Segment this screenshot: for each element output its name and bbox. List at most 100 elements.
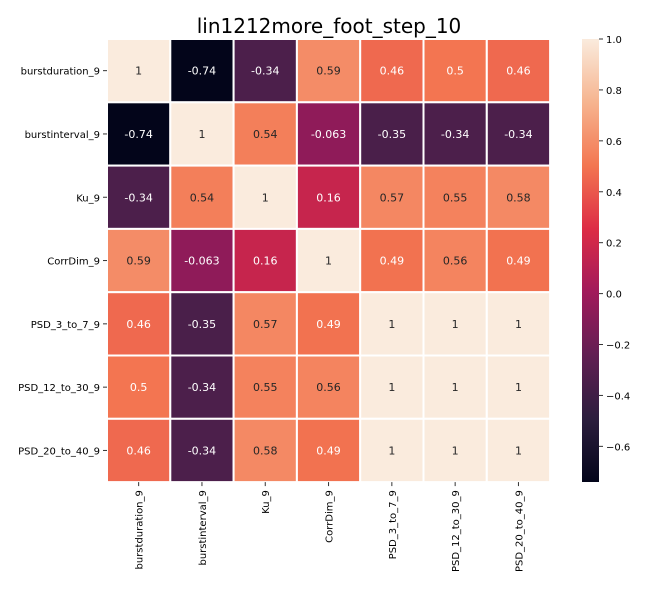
heatmap-cell-r0-c1 (169, 38, 235, 104)
cell-value-label: 0.55 (253, 381, 278, 394)
cell-value-label: 1 (388, 444, 395, 457)
cell-value-label: -0.35 (378, 128, 406, 141)
heatmap-cell-r4-c2 (232, 291, 298, 357)
cell-value-label: 1 (262, 191, 269, 204)
heatmap-cell-r3-c5 (422, 227, 488, 294)
row-labels: burstduration_9 burstinterval_9 Ku_9 CorrDi… (18, 67, 107, 457)
cell-value-label: 0.49 (316, 318, 341, 331)
colorbar-gradient (582, 39, 599, 482)
heatmap-cell-r6-c6 (485, 417, 552, 484)
cell-annotations: 1 -0.74 -0.34 0.59 0.46 0.5 0.46 -0.74 1 0.54 -0.0… (124, 65, 532, 458)
heatmap-cell-r6-c5 (422, 417, 488, 484)
colorbar-tick-label: −0.6 (606, 442, 630, 453)
cell-value-label: -0.34 (188, 381, 216, 394)
cell-value-label: 0.16 (253, 255, 278, 268)
heatmap-cell-r5-c0 (106, 354, 172, 420)
cell-value-label: 0.5 (130, 381, 148, 394)
cell-value-label: 0.57 (253, 318, 278, 331)
cell-value-label: 1 (135, 65, 142, 78)
cell-value-label: -0.74 (188, 65, 216, 78)
column-label: PSD_20_to_40_9 (514, 490, 525, 572)
cell-value-label: 1 (452, 318, 459, 331)
column-label: Ku_9 (261, 490, 272, 514)
cell-value-label: 0.58 (253, 444, 278, 457)
cell-value-label: 1 (452, 444, 459, 457)
cell-value-label: 1 (198, 128, 205, 141)
row-label: burstinterval_9 (25, 130, 100, 141)
colorbar-tick-label: 0.2 (606, 239, 622, 250)
heatmap-cell-r3-c1 (169, 227, 235, 294)
cell-value-label: 0.5 (446, 65, 464, 78)
cell-value-label: -0.063 (311, 128, 346, 141)
cell-value-label: 0.16 (316, 191, 341, 204)
cell-value-label: 1 (388, 381, 395, 394)
cell-value-label: 0.46 (126, 318, 151, 331)
chart-title: lin1212more_foot_step_10 (197, 14, 462, 38)
cell-value-label: 0.57 (380, 191, 405, 204)
colorbar: −0.6 −0.4 −0.2 0.0 0.2 0.4 0.6 0.8 1.0 (582, 35, 630, 482)
cell-value-label: 0.59 (126, 255, 151, 268)
heatmap-cell-r2-c2 (232, 164, 298, 230)
cell-value-label: 0.46 (380, 65, 405, 78)
colorbar-tick-label: 0.0 (606, 290, 622, 301)
colorbar-tick-label: 1.0 (606, 35, 622, 46)
heatmap-cell-r0-c5 (422, 38, 488, 104)
heatmap-cell-r2-c4 (359, 164, 425, 230)
cell-value-label: -0.063 (184, 255, 219, 268)
row-label: PSD_3_to_7_9 (31, 320, 100, 331)
cell-value-label: 0.58 (506, 191, 531, 204)
heatmap-cell-r6-c4 (359, 417, 425, 484)
heatmap-cell-r6-c3 (295, 417, 362, 484)
cell-value-label: 0.54 (190, 191, 215, 204)
cell-value-label: 1 (325, 255, 332, 268)
row-label: Ku_9 (76, 193, 100, 204)
cell-value-label: 1 (388, 318, 395, 331)
colorbar-tick-label: −0.4 (606, 391, 630, 402)
cell-value-label: -0.34 (504, 128, 532, 141)
heatmap-cell-r6-c2 (232, 417, 298, 484)
colorbar-tick-label: 0.8 (606, 86, 622, 97)
colorbar-tick-label: −0.2 (606, 341, 630, 352)
cell-value-label: -0.34 (441, 128, 469, 141)
column-label: burstinterval_9 (198, 490, 209, 565)
heatmap-cell-r1-c4 (359, 101, 425, 167)
column-label: burstduration_9 (135, 490, 146, 569)
cell-value-label: 0.46 (126, 444, 151, 457)
cell-value-label: 0.49 (380, 255, 405, 268)
cell-value-label: -0.35 (188, 318, 216, 331)
cell-value-label: 0.54 (253, 128, 278, 141)
colorbar-tick-label: 0.6 (606, 137, 622, 148)
heatmap-cell-r5-c1 (169, 354, 235, 420)
cell-value-label: -0.34 (188, 444, 216, 457)
cell-value-label: 0.56 (443, 255, 468, 268)
cell-value-label: 0.56 (316, 381, 341, 394)
cell-value-label: 0.49 (316, 444, 341, 457)
heatmap-cell-r5-c6 (485, 354, 552, 420)
heatmap-cell-r2-c6 (485, 164, 552, 230)
column-labels: burstduration_9 burstinterval_9 Ku_9 CorrDi… (135, 482, 525, 572)
cell-value-label: 1 (515, 381, 522, 394)
colorbar-tick-label: 0.4 (606, 188, 622, 199)
cell-value-label: 0.55 (443, 191, 468, 204)
heatmap-cell-r4-c0 (106, 291, 172, 357)
heatmap-cells (106, 38, 552, 484)
cell-value-label: 1 (515, 318, 522, 331)
cell-value-label: 0.59 (316, 65, 341, 78)
cell-value-label: -0.34 (251, 65, 279, 78)
cell-value-label: 1 (452, 381, 459, 394)
column-label: CorrDim_9 (325, 490, 336, 543)
heatmap-cell-r2-c1 (169, 164, 235, 230)
row-label: PSD_12_to_30_9 (18, 383, 100, 394)
heatmap-cell-r3-c0 (106, 227, 172, 294)
cell-value-label: -0.74 (124, 128, 152, 141)
row-label: burstduration_9 (21, 67, 100, 78)
column-label: PSD_12_to_30_9 (451, 490, 462, 572)
heatmap-cell-r2-c5 (422, 164, 488, 230)
cell-value-label: 0.49 (506, 255, 531, 268)
column-label: PSD_3_to_7_9 (388, 490, 399, 559)
heatmap-cell-r1-c2 (232, 101, 298, 167)
heatmap-cell-r1-c6 (485, 101, 552, 167)
cell-value-label: -0.34 (124, 191, 152, 204)
